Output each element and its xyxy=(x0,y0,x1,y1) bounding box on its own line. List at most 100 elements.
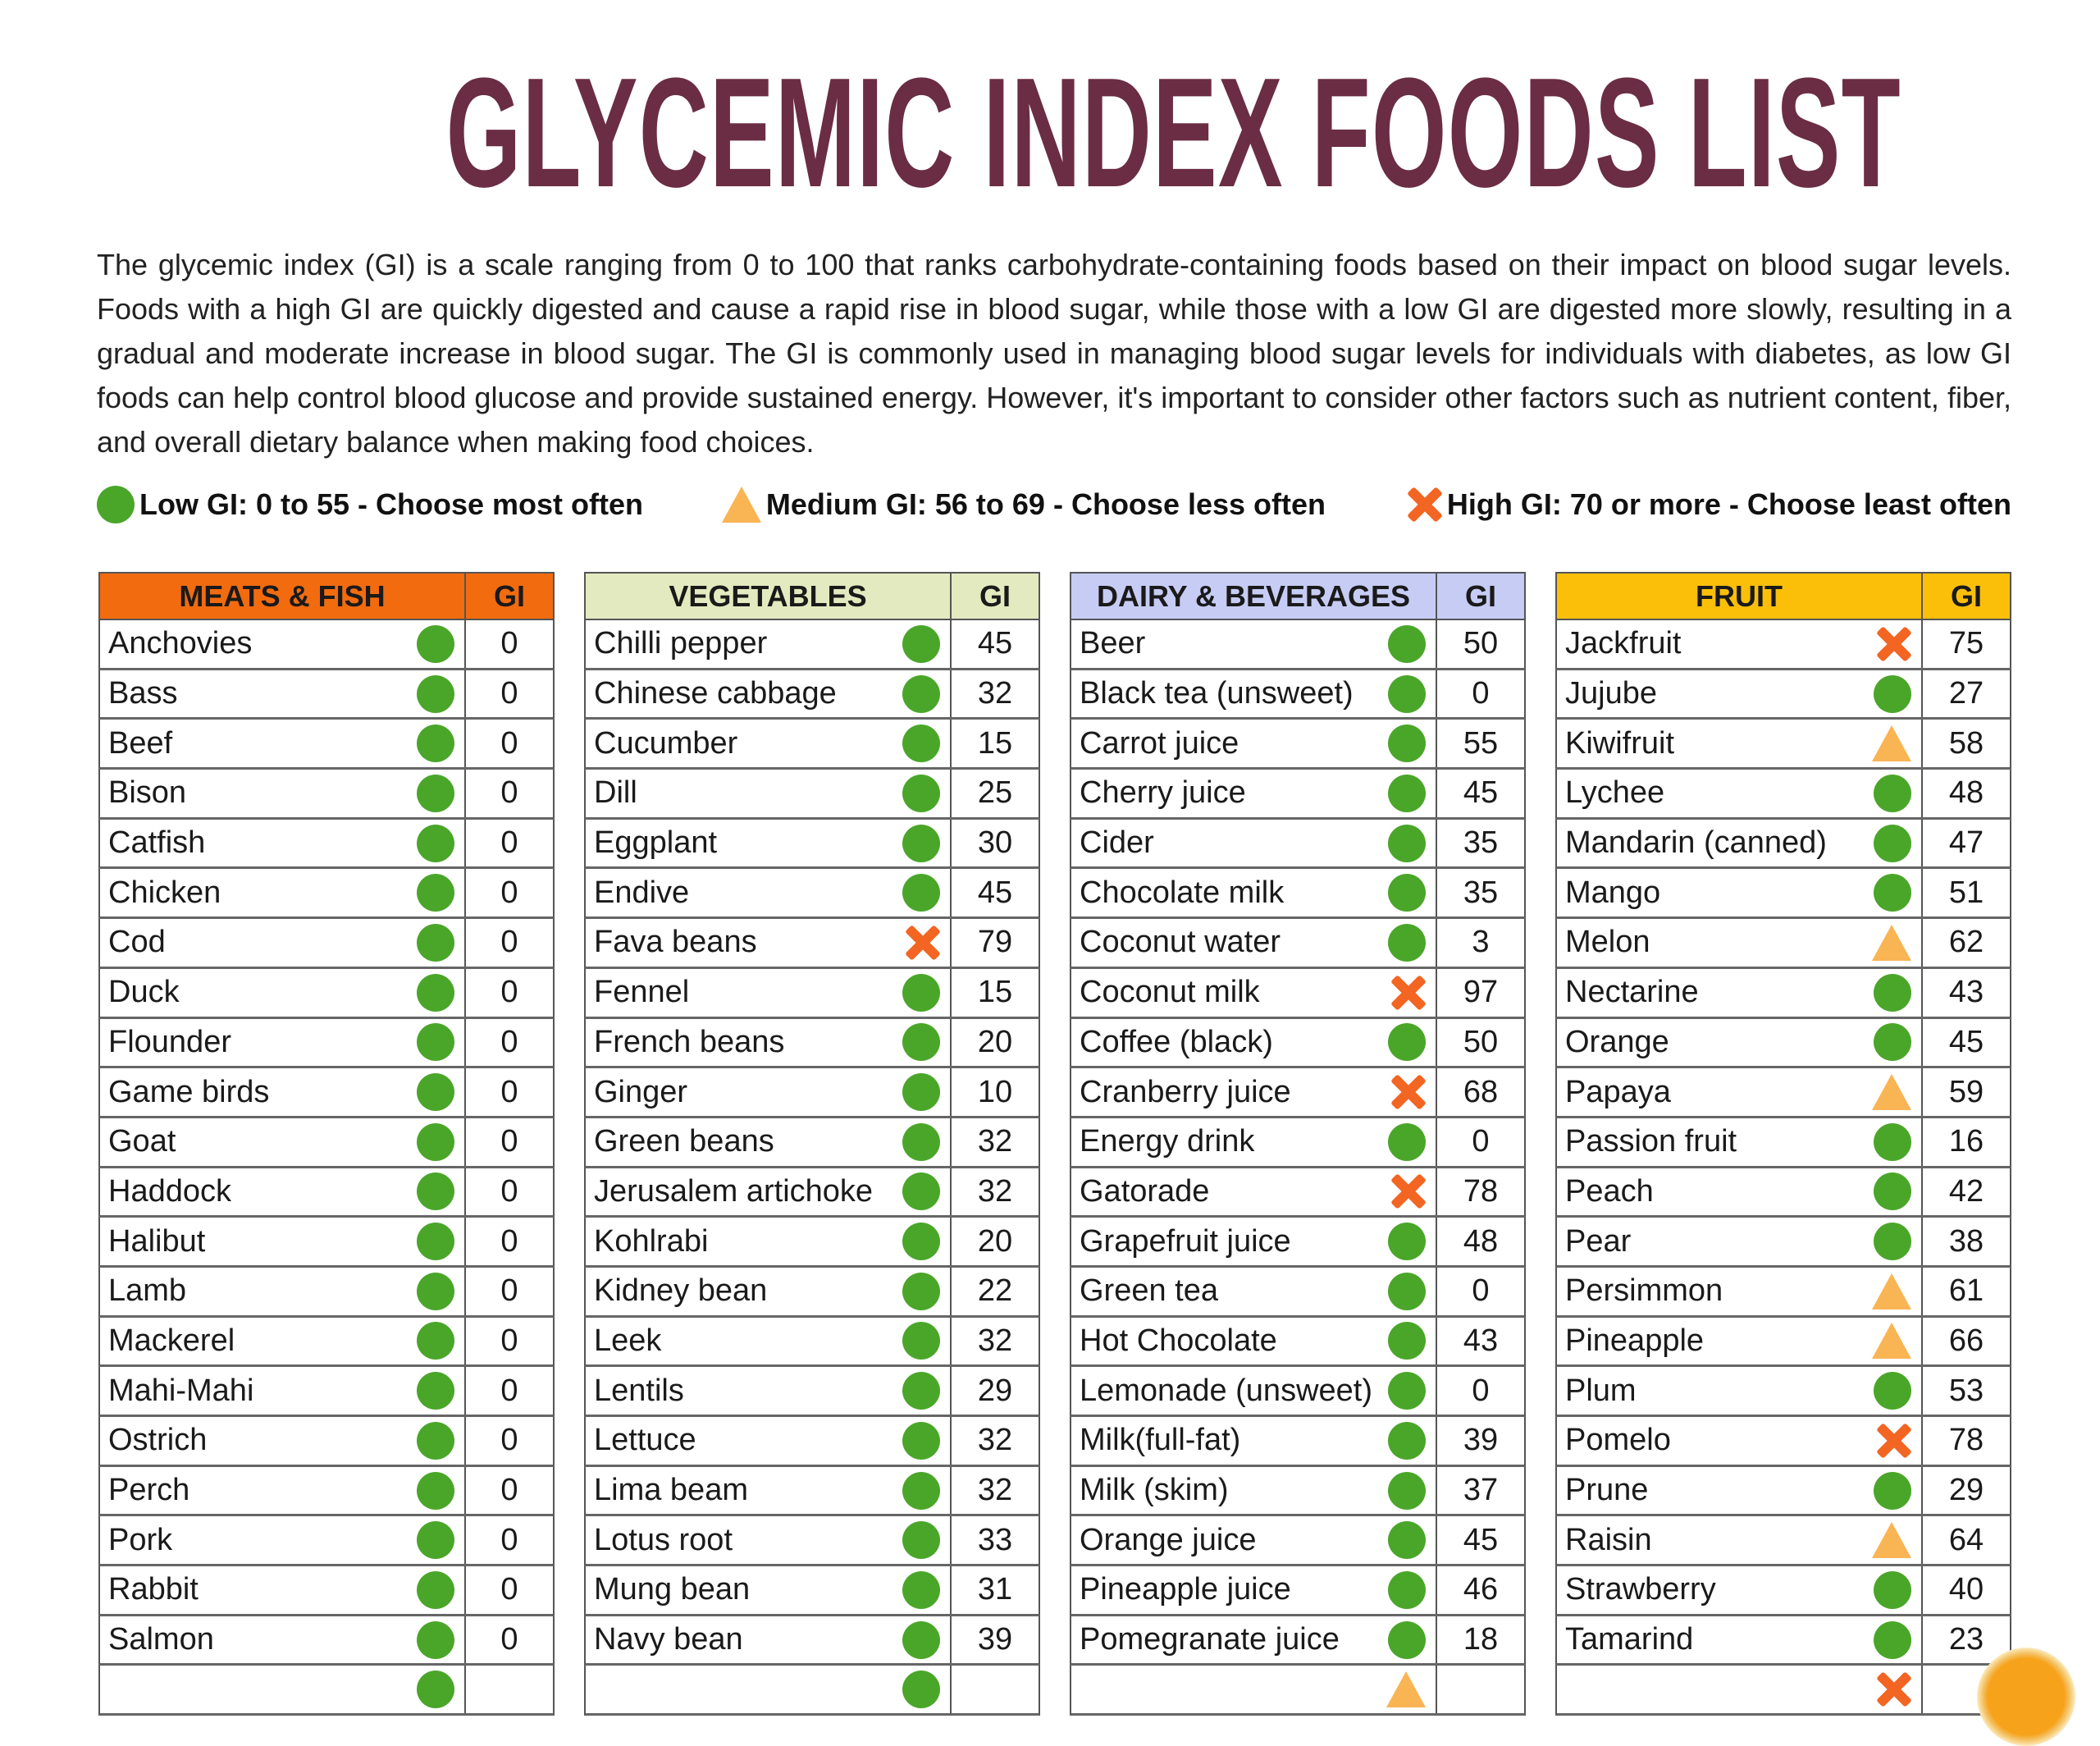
gi-value: 59 xyxy=(1948,1074,1984,1109)
green-circle-icon xyxy=(902,1172,940,1211)
orange-x-icon xyxy=(1874,625,1911,663)
food-name: Mahi-Mahi xyxy=(108,1373,254,1408)
orange-x-icon xyxy=(1388,1073,1426,1111)
gi-value: 0 xyxy=(500,1572,518,1607)
table-row: Kiwifruit 58 xyxy=(1555,720,2011,770)
gi-value: 33 xyxy=(977,1522,1013,1557)
food-name: Mango xyxy=(1565,875,1661,910)
table-row: Hot Chocolate 43 xyxy=(1070,1317,1526,1368)
food-name: Endive xyxy=(594,875,690,910)
table-row: Cucumber 15 xyxy=(584,720,1040,770)
gi-value: 39 xyxy=(977,1622,1013,1657)
gi-value: 15 xyxy=(977,725,1013,761)
table-row: Dill 25 xyxy=(584,770,1040,820)
gi-value: 0 xyxy=(1472,1373,1490,1408)
gi-value: 66 xyxy=(1948,1323,1984,1358)
food-name: Coconut milk xyxy=(1080,975,1260,1010)
food-name: Prune xyxy=(1565,1473,1649,1508)
table-row: Fava beans 79 xyxy=(584,919,1040,969)
orange-triangle-icon xyxy=(1386,1671,1426,1708)
green-circle-icon xyxy=(1874,774,1911,812)
table-row: Mung bean 31 xyxy=(584,1566,1040,1616)
gi-value: 27 xyxy=(1948,676,1984,711)
gi-value: 22 xyxy=(977,1273,1013,1309)
gi-header: GI xyxy=(493,578,525,613)
food-name: Flounder xyxy=(108,1024,231,1059)
green-circle-icon xyxy=(417,1023,454,1062)
table-row: Halibut 0 xyxy=(98,1218,555,1268)
food-name: Cod xyxy=(108,925,166,960)
food-name: Beer xyxy=(1080,626,1146,661)
gi-value: 0 xyxy=(500,1074,518,1109)
table-row: Cod 0 xyxy=(98,919,555,969)
green-circle-icon xyxy=(1388,1272,1426,1310)
food-name: Ostrich xyxy=(108,1423,208,1458)
food-name: Pineapple juice xyxy=(1080,1572,1291,1607)
gi-value: 0 xyxy=(500,1622,518,1657)
green-circle-icon xyxy=(417,774,454,812)
table-row: Carrot juice 55 xyxy=(1070,720,1526,770)
green-circle-icon xyxy=(902,973,940,1012)
food-name: Pear xyxy=(1565,1223,1632,1259)
green-circle-icon xyxy=(97,486,135,523)
table-row: Persimmon 61 xyxy=(1555,1267,2011,1318)
gi-value: 32 xyxy=(977,1173,1013,1209)
table-row: French beans 20 xyxy=(584,1018,1040,1069)
table-row: Pomegranate juice 18 xyxy=(1070,1616,1526,1666)
green-circle-icon xyxy=(417,1570,454,1609)
table-header: DAIRY & BEVERAGES GI xyxy=(1070,572,1526,620)
table-header: VEGETABLES GI xyxy=(584,572,1040,620)
table-row: Mahi-Mahi 0 xyxy=(98,1367,555,1417)
category-title: VEGETABLES xyxy=(586,574,952,619)
table-row: Lentils 29 xyxy=(584,1367,1040,1417)
table-row: Prune 29 xyxy=(1555,1466,2011,1517)
food-name: Jackfruit xyxy=(1565,626,1682,661)
gi-value: 32 xyxy=(977,1323,1013,1358)
gi-value: 0 xyxy=(500,1273,518,1309)
food-name: Bison xyxy=(108,775,187,811)
table-row: Fennel 15 xyxy=(584,968,1040,1019)
food-name: French beans xyxy=(594,1024,785,1059)
food-name: Salmon xyxy=(108,1622,214,1657)
food-name: Milk(full-fat) xyxy=(1080,1423,1241,1458)
table-row: Cherry juice 45 xyxy=(1070,770,1526,820)
food-name: Coffee (black) xyxy=(1080,1024,1273,1059)
food-name: Orange xyxy=(1565,1024,1669,1059)
food-name: Navy bean xyxy=(594,1622,743,1657)
table-row: Tamarind 23 xyxy=(1555,1616,2011,1666)
gi-value: 79 xyxy=(977,925,1013,960)
gi-value: 0 xyxy=(500,1124,518,1159)
table-row: Black tea (unsweet) 0 xyxy=(1070,670,1526,720)
green-circle-icon xyxy=(417,1372,454,1410)
gi-value: 0 xyxy=(500,1323,518,1358)
green-circle-icon xyxy=(1874,824,1911,862)
gi-value: 32 xyxy=(977,1124,1013,1159)
green-circle-icon xyxy=(902,1223,940,1261)
table-row: Pineapple 66 xyxy=(1555,1317,2011,1368)
table-row: Perch 0 xyxy=(98,1466,555,1517)
green-circle-icon xyxy=(902,1372,940,1410)
gi-value: 48 xyxy=(1463,1223,1499,1259)
gi-value: 0 xyxy=(500,975,518,1010)
green-circle-icon xyxy=(1874,674,1911,713)
food-name: Milk (skim) xyxy=(1080,1473,1229,1508)
table-row: Flounder 0 xyxy=(98,1018,555,1069)
green-circle-icon xyxy=(902,1620,940,1659)
green-circle-icon xyxy=(902,724,940,763)
food-name: Gatorade xyxy=(1080,1173,1210,1209)
gi-value xyxy=(1437,1666,1524,1713)
green-circle-icon xyxy=(902,824,940,862)
green-circle-icon xyxy=(1388,724,1426,763)
table-row: Rabbit 0 xyxy=(98,1566,555,1616)
orange-slice-image xyxy=(1977,1648,2075,1746)
gi-value: 53 xyxy=(1948,1373,1984,1408)
table-row: Peach 42 xyxy=(1555,1168,2011,1218)
food-name: Chinese cabbage xyxy=(594,676,837,711)
table-row: Beer 50 xyxy=(1070,620,1526,670)
gi-value: 50 xyxy=(1463,1024,1499,1059)
gi-value: 61 xyxy=(1948,1273,1984,1309)
gi-value: 0 xyxy=(500,1522,518,1557)
gi-value: 18 xyxy=(1463,1622,1499,1657)
gi-value: 45 xyxy=(1463,1522,1499,1557)
food-name: Duck xyxy=(108,975,180,1010)
